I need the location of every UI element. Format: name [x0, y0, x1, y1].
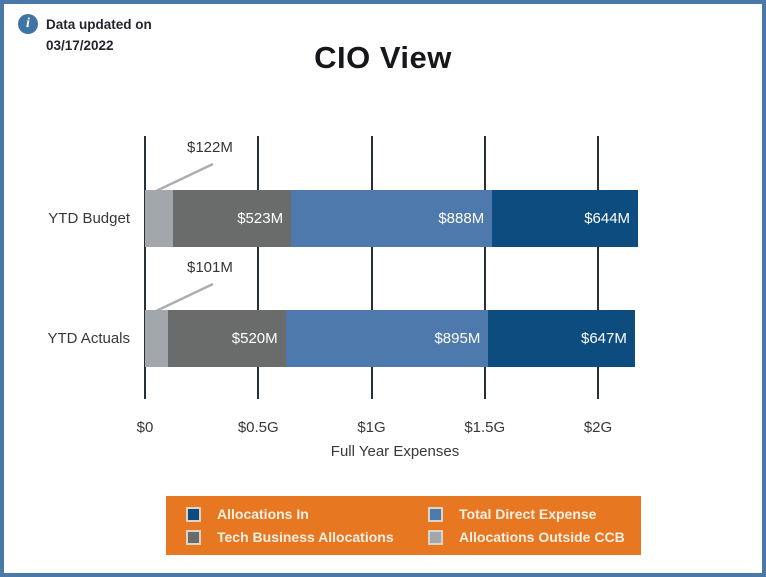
bar-segment-total-direct-expense[interactable]: $888M — [291, 190, 493, 247]
legend-swatch — [428, 506, 443, 522]
x-axis-tick: $0.5G — [237, 419, 279, 436]
legend-item-allocations-outside-ccb[interactable]: Allocations Outside CCB — [428, 529, 641, 545]
bar-segment-value: $644M — [584, 210, 631, 227]
legend-item-total-direct-expense[interactable]: Total Direct Expense — [428, 506, 641, 522]
x-axis-tick: $1G — [357, 419, 386, 436]
bar-segment-value: $647M — [581, 330, 627, 347]
legend-label: Tech Business Allocations — [217, 529, 394, 545]
legend-swatch — [186, 506, 201, 522]
legend-swatch — [186, 529, 201, 545]
gridline — [257, 136, 260, 399]
gridline — [483, 136, 486, 399]
legend-swatch — [428, 529, 443, 545]
data-updated-line1: Data updated on — [46, 17, 152, 32]
legend-label: Allocations In — [217, 506, 309, 522]
bar-segment-total-direct-expense[interactable]: $895M — [285, 310, 489, 367]
bar-ytd-actuals: $520M $895M $647M — [145, 310, 635, 367]
bar-ytd-budget: $523M $888M $644M — [145, 190, 639, 247]
data-updated-note: i Data updated on 03/17/2022 — [18, 14, 152, 57]
bar-segment-allocations-in[interactable]: $647M — [488, 310, 635, 367]
bar-segment-value: $520M — [231, 330, 278, 347]
bar-segment-allocations-outside-ccb[interactable] — [145, 190, 173, 247]
gridline — [370, 136, 373, 399]
bar-segment-allocations-in[interactable]: $644M — [492, 190, 639, 247]
info-icon[interactable]: i — [18, 14, 38, 34]
data-updated-text: Data updated on 03/17/2022 — [46, 14, 152, 57]
page-title: CIO View — [314, 40, 452, 75]
callout-value: $101M — [187, 259, 233, 276]
x-axis-tick: $0 — [136, 419, 154, 436]
bar-segment-value: $895M — [434, 330, 481, 347]
category-label: YTD Budget — [48, 209, 130, 227]
x-axis-title: Full Year Expenses — [330, 443, 460, 460]
stacked-bar-chart: Full Year Expenses $0 $0.5G $1G $1.5G $2G $52… — [47, 136, 645, 460]
gridline — [144, 136, 146, 399]
callout-value: $122M — [187, 139, 233, 156]
data-updated-date: 03/17/2022 — [46, 37, 114, 53]
legend-label: Allocations Outside CCB — [459, 529, 625, 545]
gridline — [597, 136, 599, 399]
bar-segment-value: $888M — [438, 210, 485, 227]
x-axis-tick: $1.5G — [464, 419, 506, 436]
legend-item-allocations-in[interactable]: Allocations In — [186, 506, 428, 522]
bar-segment-allocations-outside-ccb[interactable] — [145, 310, 168, 367]
bar-segment-tech-business-allocations[interactable]: $523M — [172, 190, 292, 247]
legend-label: Total Direct Expense — [459, 506, 597, 522]
chart-legend: Allocations In Total Direct Expense Tech B… — [166, 496, 641, 555]
bar-segment-value: $523M — [237, 210, 284, 227]
legend-item-tech-business-allocations[interactable]: Tech Business Allocations — [186, 529, 428, 545]
x-axis-tick: $2G — [583, 419, 613, 436]
bar-segment-tech-business-allocations[interactable]: $520M — [167, 310, 286, 367]
category-label: YTD Actuals — [47, 329, 130, 347]
